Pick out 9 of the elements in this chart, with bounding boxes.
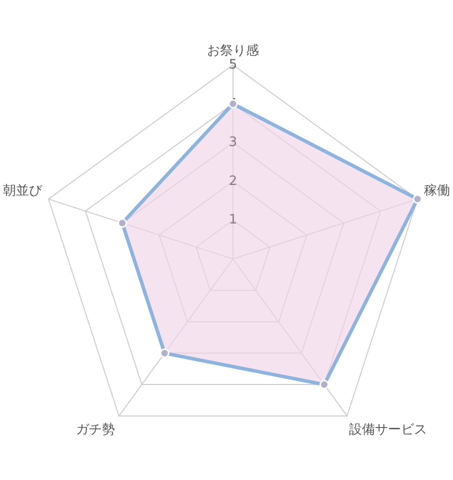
y-tick-label: 2 <box>228 174 238 189</box>
spoke-label: 設備サービス <box>349 422 428 438</box>
spoke-label: 稼働 <box>424 184 450 199</box>
y-tick-label: 1 <box>228 212 238 228</box>
spoke-label: ガチ勢 <box>76 422 115 438</box>
y-tick-label: 3 <box>228 135 238 150</box>
spoke-label: お祭り感 <box>207 44 259 58</box>
y-tick-label: 5 <box>228 58 238 72</box>
spoke-label: 朝並び <box>2 184 43 199</box>
